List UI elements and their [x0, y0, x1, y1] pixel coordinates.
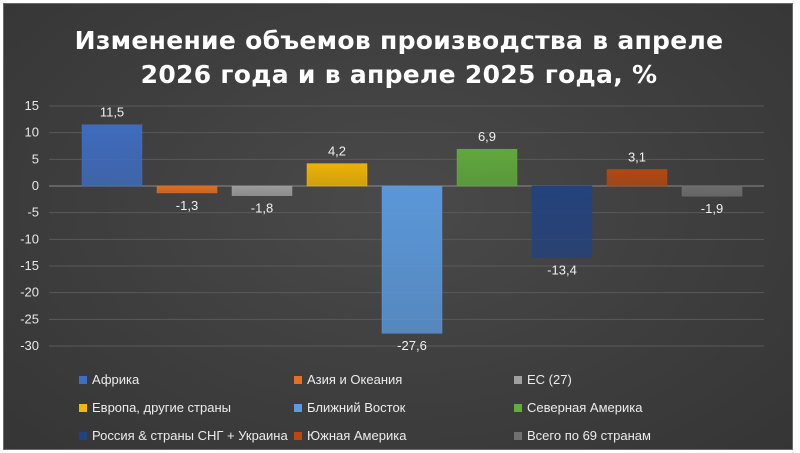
bar-9 [681, 185, 743, 197]
y-tick-label: -5 [27, 205, 39, 220]
legend-swatch [79, 403, 87, 412]
bar-4 [306, 163, 368, 187]
legend-swatch [294, 403, 302, 412]
data-label-6: 6,9 [478, 129, 496, 144]
y-tick-label: 0 [32, 178, 39, 193]
legend-item: Европа, другие страны [79, 400, 231, 415]
legend-swatch [79, 431, 87, 440]
legend-label: ЕС (27) [527, 372, 572, 387]
legend-label: Южная Америка [307, 428, 407, 443]
data-label-5: -27,6 [397, 338, 427, 353]
plot-area: 15 10 5 0 -5 -10 -15 -20 -25 -30 11,5 -1,3 -1,8 4,2 -2… [20, 98, 764, 353]
legend-item: Всего по 69 странам [514, 428, 651, 443]
y-tick-label: -20 [20, 285, 39, 300]
legend-item: Африка [79, 372, 139, 387]
data-label-4: 4,2 [328, 144, 346, 159]
legend-swatch [294, 375, 302, 384]
chart-title: Изменение объемов производства в апреле … [4, 24, 794, 92]
data-label-8: 3,1 [628, 149, 646, 164]
legend-item: Южная Америка [294, 428, 406, 443]
legend-item: ЕС (27) [514, 372, 572, 387]
legend-item: Азия и Океания [294, 372, 402, 387]
bar-3 [231, 185, 293, 196]
bar-1 [81, 124, 143, 187]
legend: Африка Азия и Океания ЕС (27) Европа, други… [4, 4, 794, 451]
y-tick-label: -30 [20, 338, 39, 353]
bar-8 [606, 169, 668, 187]
y-tick-label: 5 [32, 151, 39, 166]
y-tick-label: -15 [20, 258, 39, 273]
legend-swatch [514, 431, 522, 440]
data-label-3: -1,8 [251, 201, 273, 216]
chart-area: Изменение объемов производства в апреле … [3, 3, 793, 450]
data-label-1: 11,5 [100, 105, 124, 120]
chart-title-line-2: 2026 года и в апреле 2025 года, % [140, 60, 658, 89]
legend-label: Африка [92, 372, 140, 387]
legend-label: Россия & страны СНГ + Украина [92, 428, 288, 443]
legend-swatch [514, 403, 522, 412]
bar-5 [381, 185, 443, 334]
chart-title-line-1: Изменение объемов производства в апреле [74, 26, 724, 55]
y-tick-label: 10 [25, 125, 39, 140]
data-label-2: -1,3 [176, 198, 198, 213]
legend-swatch [79, 375, 87, 384]
legend-item: Северная Америка [514, 400, 642, 415]
legend-swatch [514, 375, 522, 384]
legend-item: Ближний Восток [294, 400, 405, 415]
legend-label: Ближний Восток [307, 400, 406, 415]
y-tick-label: 15 [25, 98, 39, 113]
legend-label: Северная Америка [527, 400, 643, 415]
y-tick-label: -25 [20, 311, 39, 326]
bar-2 [156, 185, 218, 194]
legend-label: Всего по 69 странам [527, 428, 651, 443]
legend-label: Европа, другие страны [92, 400, 231, 415]
legend-swatch [294, 431, 302, 440]
data-label-7: -13,4 [547, 262, 577, 277]
legend-item: Россия & страны СНГ + Украина [79, 428, 288, 443]
legend-label: Азия и Океания [307, 372, 403, 387]
bar-6 [456, 148, 518, 187]
bar-7 [531, 185, 593, 258]
y-tick-label: -10 [20, 231, 39, 246]
data-label-9: -1,9 [701, 201, 723, 216]
